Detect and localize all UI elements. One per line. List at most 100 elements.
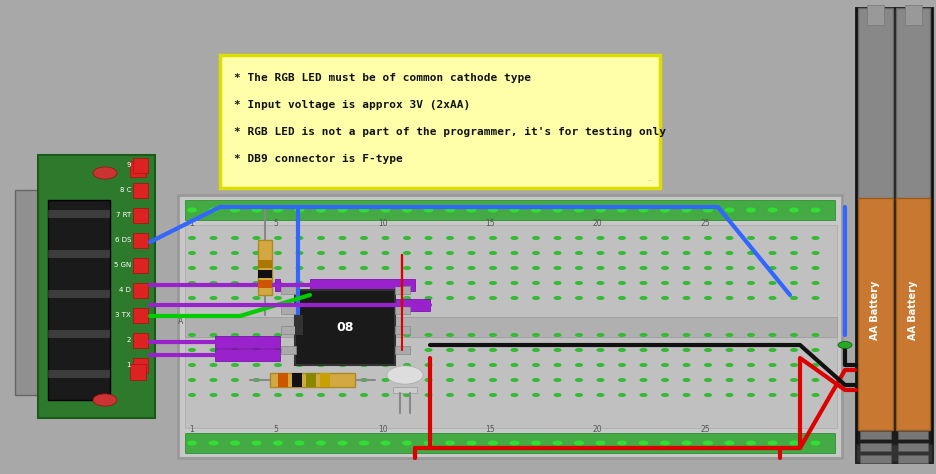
Bar [133,308,148,323]
Circle shape [596,251,605,255]
Circle shape [812,296,820,300]
Circle shape [402,440,412,446]
Bar [48,210,110,218]
Circle shape [790,236,798,240]
Circle shape [360,363,368,367]
Circle shape [789,440,799,446]
Bar [858,8,893,200]
Circle shape [231,348,239,352]
Circle shape [704,281,712,285]
Circle shape [575,363,583,367]
Circle shape [575,236,583,240]
Circle shape [660,208,670,212]
Circle shape [423,440,433,446]
Bar [281,346,296,354]
Circle shape [425,393,432,397]
Circle shape [725,281,734,285]
Text: * RGB LED is not a part of the programmer, it's for testing only: * RGB LED is not a part of the programme… [234,127,666,137]
Circle shape [403,363,411,367]
Circle shape [296,236,303,240]
Circle shape [317,378,325,382]
Bar [860,455,891,463]
Circle shape [210,333,217,337]
Bar [133,233,148,248]
Bar [185,225,837,428]
Circle shape [425,266,432,270]
Circle shape [382,393,389,397]
Circle shape [790,281,798,285]
Circle shape [682,251,691,255]
Bar [867,5,885,25]
Circle shape [253,251,260,255]
Circle shape [552,440,563,446]
Circle shape [253,281,260,285]
Circle shape [231,333,239,337]
Circle shape [252,208,261,212]
Circle shape [811,208,821,212]
Circle shape [618,266,626,270]
Circle shape [93,394,117,406]
Circle shape [531,208,541,212]
Circle shape [682,378,691,382]
Circle shape [382,363,389,367]
Circle shape [360,333,368,337]
Circle shape [489,236,497,240]
Circle shape [747,348,755,352]
Circle shape [253,363,260,367]
Circle shape [188,251,196,255]
Circle shape [360,266,368,270]
Circle shape [553,348,562,352]
Circle shape [274,333,282,337]
Circle shape [210,236,217,240]
Circle shape [768,393,777,397]
Circle shape [618,348,626,352]
Circle shape [661,236,669,240]
Circle shape [188,236,196,240]
Circle shape [403,281,411,285]
Circle shape [446,333,454,337]
Circle shape [553,236,562,240]
Circle shape [382,296,389,300]
Circle shape [768,281,777,285]
Bar [133,283,148,298]
Text: 2: 2 [126,337,131,343]
Circle shape [252,440,261,446]
Circle shape [188,378,196,382]
Text: 8 C: 8 C [120,187,131,193]
Bar [898,431,928,439]
Text: 15: 15 [485,425,495,434]
Circle shape [768,440,778,446]
Bar [215,336,280,348]
Circle shape [253,296,260,300]
Bar [898,443,928,451]
Circle shape [725,266,734,270]
Circle shape [510,378,519,382]
Circle shape [360,378,368,382]
Bar [258,260,272,268]
Circle shape [812,236,820,240]
Bar [215,349,280,361]
Circle shape [532,281,540,285]
Circle shape [596,333,605,337]
Circle shape [296,296,303,300]
Circle shape [682,333,691,337]
Circle shape [661,393,669,397]
Text: 7 RT: 7 RT [116,212,131,218]
Circle shape [532,251,540,255]
Circle shape [553,266,562,270]
Bar [860,443,891,451]
Circle shape [446,281,454,285]
Circle shape [639,348,648,352]
Circle shape [339,281,346,285]
Bar [860,431,891,439]
Circle shape [359,208,369,212]
Circle shape [768,363,777,367]
Circle shape [403,236,411,240]
Circle shape [467,296,475,300]
Circle shape [253,348,260,352]
Circle shape [790,266,798,270]
Circle shape [812,281,820,285]
Circle shape [639,333,648,337]
Circle shape [790,378,798,382]
Bar [130,364,146,380]
